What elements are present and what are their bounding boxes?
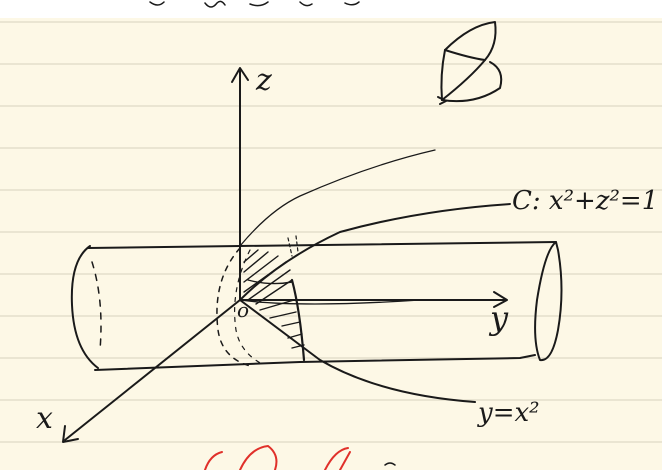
coordinate-axes	[62, 67, 508, 443]
top-band	[0, 0, 662, 18]
z-axis-arrowhead	[231, 67, 249, 83]
cropped-top-writing	[149, 0, 360, 8]
hatched-region	[243, 249, 305, 349]
red-scribble	[204, 444, 351, 470]
origin-label: o	[237, 298, 250, 322]
cropped-bottom-mark	[384, 462, 396, 466]
x-axis-arrowhead	[62, 425, 79, 443]
y-axis-label: y	[490, 299, 509, 337]
x-axis	[64, 299, 241, 441]
cut-boundary	[290, 278, 306, 362]
curve-c-label: C: x²+z²=1	[512, 186, 659, 216]
upper-thin-curve	[239, 149, 436, 247]
small-solid-sketch	[437, 21, 503, 105]
parabola-curve	[239, 299, 476, 403]
cylinder-left-end-hidden	[91, 261, 102, 351]
cylinder-cross-section-hidden	[216, 247, 251, 367]
x-axis-label: x	[36, 401, 53, 436]
y-axis-arrowhead	[493, 291, 508, 308]
cylinder-bottom-edge	[94, 354, 536, 371]
cylinder-right-end	[534, 241, 563, 362]
ruled-lines	[0, 21, 662, 443]
parabola-label: y=x²	[478, 398, 540, 428]
cylinder-left-end	[70, 245, 99, 369]
z-axis-label: z	[256, 63, 272, 98]
